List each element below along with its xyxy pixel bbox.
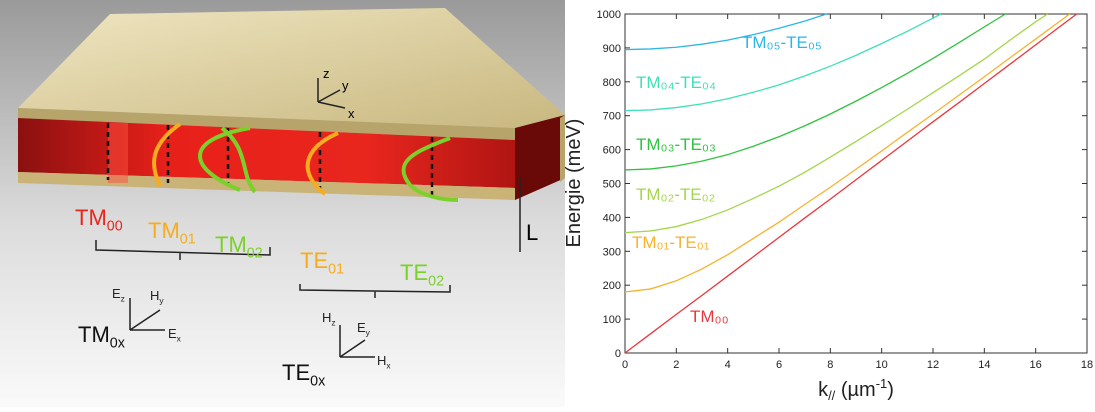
field-label-base: E	[112, 286, 121, 301]
y-tick-label: 400	[603, 212, 621, 224]
x-tick-label: 10	[876, 359, 888, 371]
field-label: Ez	[112, 286, 125, 303]
axis-y: y	[342, 78, 349, 93]
y-tick-label: 900	[603, 43, 621, 55]
y-tick-label: 0	[615, 348, 621, 360]
frame-name-sub: 0x	[310, 374, 325, 390]
y-tick-label: 800	[603, 77, 621, 89]
mode-label: TE01	[300, 248, 344, 278]
mode-label-base: TE	[400, 260, 428, 285]
mode-label-base: TM	[215, 232, 247, 257]
field-label-base: E	[168, 326, 177, 341]
side-edge	[560, 115, 565, 182]
series-line	[624, 13, 1048, 234]
series-label: TM₀₄-TE₀₄	[636, 73, 716, 92]
field-label-sub: y	[366, 327, 371, 337]
field-label: Hy	[150, 288, 164, 305]
frame-name-sub: 0x	[110, 336, 125, 352]
field-label: Ex	[168, 326, 182, 343]
x-tick-label: 2	[673, 359, 679, 371]
series-label: TM₀₃-TE₀₃	[636, 135, 716, 154]
thickness-label: L	[526, 220, 538, 245]
mode-label-sub: 02	[247, 246, 263, 262]
field-label-sub: x	[386, 360, 391, 370]
y-tick-label: 200	[603, 280, 621, 292]
field-label-sub: x	[177, 333, 182, 343]
side-face	[515, 115, 565, 200]
series-line	[624, 13, 1006, 171]
series-line	[624, 13, 1070, 293]
series-label: TM₀₂-TE₀₂	[636, 185, 715, 204]
x-label-sub: //	[828, 388, 836, 403]
x-tick-label: 16	[1030, 359, 1042, 371]
tm00-profile	[108, 123, 128, 183]
field-label-base: H	[150, 288, 159, 303]
axis-x: x	[348, 106, 355, 121]
y-tick-label: 300	[603, 246, 621, 258]
series-line	[624, 13, 827, 51]
field-label-base: H	[377, 353, 386, 368]
x-tick-label: 14	[978, 359, 990, 371]
top-plate-edge	[18, 108, 515, 140]
field-label-sub: z	[331, 317, 335, 327]
field-label: Hz	[322, 310, 336, 327]
x-tick-label: 12	[927, 359, 939, 371]
series-line	[624, 13, 942, 112]
x-label-base: k	[818, 379, 829, 401]
x-label-sup: -1	[876, 376, 888, 391]
mode-label-sub: 01	[328, 262, 344, 278]
y-tick-label: 100	[603, 314, 621, 326]
mode-label-sub: 02	[428, 274, 444, 290]
field-label-sub: z	[121, 293, 125, 303]
y-tick-label: 700	[603, 111, 621, 123]
axis-z: z	[323, 66, 330, 81]
mode-label: TE02	[400, 260, 444, 290]
y-axis-label: Energie (meV)	[563, 119, 585, 248]
field-label-base: H	[322, 310, 331, 325]
cavity	[18, 118, 515, 188]
frame-name-base: TM	[78, 322, 110, 347]
x-tick-label: 0	[622, 359, 628, 371]
mode-label-base: TM	[148, 218, 180, 243]
mode-profiles	[152, 122, 459, 202]
frame-name: TM0x	[78, 322, 125, 352]
bottom-plate	[18, 172, 515, 200]
mode-label: TM01	[148, 218, 196, 248]
x-tick-label: 4	[725, 359, 731, 371]
frame-name-base: TE	[282, 360, 310, 385]
mode-label: TM00	[75, 205, 123, 235]
series-label: TM₀₀	[690, 307, 729, 326]
plot-area	[624, 13, 1088, 354]
series-line	[624, 13, 1078, 354]
top-plate	[18, 8, 565, 128]
x-tick-label: 18	[1081, 359, 1093, 371]
x-label-text: (µm	[835, 379, 875, 401]
mode-label: TM02	[215, 232, 263, 262]
mode-label-sub: 01	[180, 232, 196, 248]
x-tick-label: 6	[776, 359, 782, 371]
y-tick-label: 1000	[597, 9, 621, 21]
x-label-end: )	[887, 379, 894, 401]
field-label-base: E	[357, 320, 366, 335]
mode-label-base: TM	[75, 205, 107, 230]
series-label: TM₀₅-TE₀₅	[742, 33, 822, 52]
x-axis-label: k// (µm-1)	[818, 376, 894, 403]
field-label: Hx	[377, 353, 391, 370]
frame-name: TE0x	[282, 360, 325, 390]
mode-label-base: TE	[300, 248, 328, 273]
field-label-sub: y	[159, 295, 164, 305]
series-label: TM₀₁-TE₀₁	[632, 233, 710, 252]
x-tick-label: 8	[827, 359, 833, 371]
y-tick-label: 500	[603, 179, 621, 191]
y-tick-label: 600	[603, 145, 621, 157]
field-label: Ey	[357, 320, 371, 337]
axis-arrows	[95, 78, 521, 358]
mode-label-sub: 00	[107, 219, 123, 235]
